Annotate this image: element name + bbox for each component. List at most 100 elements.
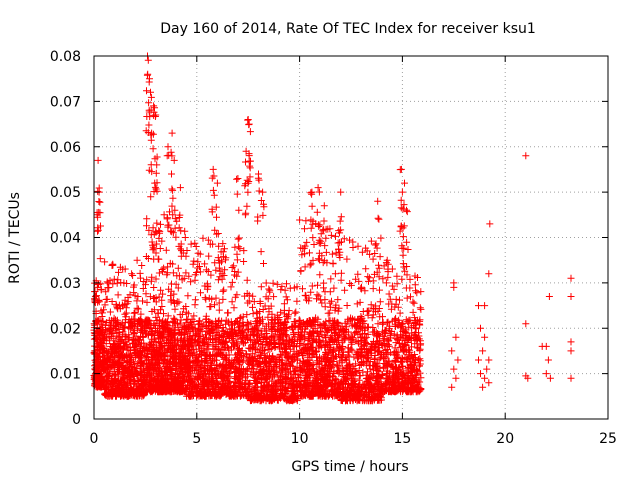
data-point [191, 296, 199, 304]
data-point [296, 216, 304, 224]
data-point [180, 274, 188, 282]
data-point [398, 275, 406, 283]
data-point [140, 339, 148, 347]
data-point [114, 291, 122, 299]
data-point [220, 272, 228, 279]
data-point [121, 310, 129, 318]
data-point [235, 234, 243, 242]
data-point [358, 248, 366, 256]
data-point [128, 270, 136, 278]
data-point [197, 289, 204, 297]
data-point [145, 370, 153, 378]
data-point [269, 279, 277, 287]
data-point [145, 226, 153, 234]
data-point [341, 286, 349, 294]
data-point [121, 265, 129, 273]
data-point [143, 215, 151, 223]
data-point [94, 280, 102, 288]
data-point [114, 384, 122, 391]
data-point [221, 266, 229, 274]
data-point [280, 300, 288, 308]
data-point [136, 317, 143, 325]
data-point [116, 356, 123, 364]
data-point [151, 335, 159, 343]
data-point [150, 284, 158, 291]
data-point [159, 268, 167, 276]
data-point [148, 308, 156, 315]
data-point [417, 288, 425, 296]
data-point [164, 330, 172, 338]
data-point [156, 329, 164, 337]
data-point [308, 282, 316, 290]
data-point [221, 245, 228, 253]
data-point [160, 325, 168, 333]
data-point [130, 335, 137, 343]
data-point [133, 372, 141, 380]
data-point [177, 240, 185, 248]
data-point [95, 363, 103, 371]
data-point [290, 329, 297, 337]
data-point [124, 298, 132, 306]
data-point [212, 294, 220, 302]
data-points [90, 52, 575, 405]
data-point [326, 299, 334, 307]
data-point [328, 250, 336, 258]
data-point [313, 291, 321, 299]
data-point [240, 258, 248, 265]
data-point [187, 278, 195, 286]
data-point [117, 362, 125, 370]
data-point [135, 378, 143, 385]
data-point [119, 328, 127, 336]
data-point [108, 298, 116, 305]
data-point [220, 286, 228, 294]
data-point [355, 376, 363, 384]
data-point [174, 284, 182, 292]
data-point [230, 304, 238, 312]
data-point [113, 304, 121, 312]
data-point [154, 309, 162, 317]
data-point [142, 281, 149, 289]
data-point [265, 285, 273, 293]
data-point [266, 286, 274, 294]
data-point [362, 265, 370, 273]
data-point [329, 259, 337, 267]
data-point [243, 276, 251, 284]
data-point [167, 292, 175, 300]
data-point [102, 321, 110, 329]
data-point [131, 309, 139, 316]
data-point [130, 315, 138, 323]
data-point [177, 387, 185, 395]
data-point [215, 242, 223, 250]
data-point [161, 346, 169, 354]
data-point [172, 280, 180, 288]
data-point [108, 316, 116, 324]
data-point [310, 241, 318, 248]
data-point [131, 343, 139, 351]
data-point [173, 298, 181, 306]
data-point [318, 299, 326, 307]
data-point [179, 339, 187, 347]
data-point [104, 284, 112, 292]
data-point [349, 238, 357, 246]
data-point [138, 262, 146, 269]
data-point [103, 369, 111, 377]
data-point [215, 306, 223, 314]
data-point [101, 301, 109, 309]
data-point [143, 318, 151, 326]
data-point [215, 299, 223, 307]
data-point [343, 255, 351, 263]
data-point [228, 278, 236, 286]
data-point [309, 234, 317, 242]
data-point [164, 386, 172, 394]
data-point [128, 371, 136, 379]
data-point [257, 283, 265, 291]
data-point [125, 378, 133, 386]
data-point [177, 316, 185, 324]
data-point [126, 291, 134, 299]
data-point [167, 382, 175, 390]
data-point [145, 360, 153, 368]
data-point [102, 288, 110, 296]
data-point [202, 266, 210, 274]
data-point [181, 227, 189, 235]
data-point [249, 310, 257, 318]
